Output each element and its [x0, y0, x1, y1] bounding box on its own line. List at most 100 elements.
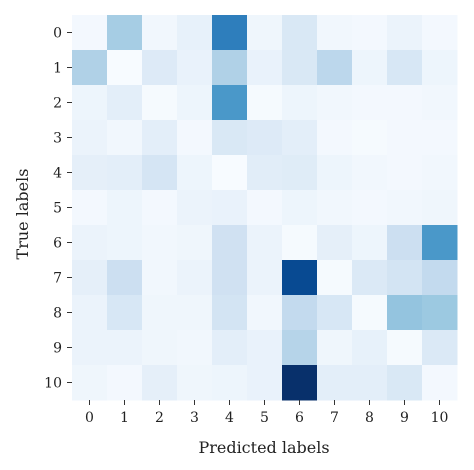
- heatmap-cell-r5-c1: [107, 190, 143, 226]
- heatmap-cell-r6-c1: [107, 225, 143, 261]
- heatmap-cell-r3-c7: [317, 120, 353, 156]
- heatmap-cell-r5-c6: [282, 190, 318, 226]
- heatmap-cell-r4-c9: [387, 155, 423, 191]
- heatmap-cell-r9-c3: [177, 330, 213, 366]
- heatmap-cell-r8-c7: [317, 295, 353, 331]
- y-tick-label: 7: [53, 271, 62, 287]
- heatmap-cell-r1-c2: [142, 50, 178, 86]
- heatmap-cell-r3-c6: [282, 120, 318, 156]
- x-tick-label: 10: [431, 410, 449, 426]
- y-tick-label: 6: [53, 236, 62, 252]
- heatmap-cell-r1-c9: [387, 50, 423, 86]
- y-tick-label: 10: [44, 376, 62, 392]
- heatmap-cell-r5-c8: [352, 190, 388, 226]
- heatmap-cell-r8-c3: [177, 295, 213, 331]
- x-tick-label: 7: [330, 410, 339, 426]
- heatmap-cell-r3-c4: [212, 120, 248, 156]
- heatmap-cell-r0-c7: [317, 15, 353, 51]
- heatmap-cell-r10-c8: [352, 365, 388, 401]
- heatmap-cell-r2-c1: [107, 85, 143, 121]
- heatmap-cell-r2-c0: [72, 85, 108, 121]
- heatmap-cell-r2-c7: [317, 85, 353, 121]
- heatmap-cell-r6-c6: [282, 225, 318, 261]
- heatmap-cell-r8-c4: [212, 295, 248, 331]
- y-tick-labels: 0 1 2 3 4 5 6 7 8 9 10: [44, 26, 72, 392]
- heatmap-cell-r5-c3: [177, 190, 213, 226]
- heatmap-cell-r1-c0: [72, 50, 108, 86]
- heatmap-cell-r10-c0: [72, 365, 108, 401]
- x-tick-label: 8: [365, 410, 374, 426]
- heatmap-cell-r7-c5: [247, 260, 283, 296]
- heatmap-cell-r0-c9: [387, 15, 423, 51]
- heatmap-cell-r7-c9: [387, 260, 423, 296]
- heatmap-cell-r3-c9: [387, 120, 423, 156]
- heatmap-cell-r4-c5: [247, 155, 283, 191]
- heatmap-cell-r4-c0: [72, 155, 108, 191]
- heatmap-cell-r4-c3: [177, 155, 213, 191]
- y-tick-label: 2: [53, 96, 62, 112]
- x-tick-label: 9: [400, 410, 409, 426]
- heatmap-cell-r2-c10: [422, 85, 458, 121]
- heatmap-cell-r7-c1: [107, 260, 143, 296]
- heatmap-cell-r0-c3: [177, 15, 213, 51]
- heatmap-cell-r6-c3: [177, 225, 213, 261]
- heatmap-cell-r0-c5: [247, 15, 283, 51]
- x-tick-label: 5: [260, 410, 269, 426]
- heatmap-cell-r9-c4: [212, 330, 248, 366]
- heatmap-cell-r9-c10: [422, 330, 458, 366]
- x-tick-label: 2: [155, 410, 164, 426]
- y-tick-label: 3: [53, 131, 62, 147]
- heatmap-cell-r10-c5: [247, 365, 283, 401]
- heatmap-cell-r1-c3: [177, 50, 213, 86]
- heatmap-cell-r7-c6: [282, 260, 318, 296]
- heatmap-cell-r9-c9: [387, 330, 423, 366]
- y-axis-label: True labels: [13, 169, 32, 260]
- heatmap-cell-r10-c1: [107, 365, 143, 401]
- x-tick-label: 4: [225, 410, 234, 426]
- heatmap-cell-r0-c0: [72, 15, 108, 51]
- heatmap-cell-r7-c4: [212, 260, 248, 296]
- heatmap-cell-r4-c7: [317, 155, 353, 191]
- heatmap-cell-r0-c6: [282, 15, 318, 51]
- heatmap-cell-r3-c0: [72, 120, 108, 156]
- heatmap-cell-r1-c6: [282, 50, 318, 86]
- heatmap-cell-r5-c5: [247, 190, 283, 226]
- heatmap-cell-r1-c4: [212, 50, 248, 86]
- heatmap-cell-r8-c0: [72, 295, 108, 331]
- heatmap-cell-r6-c2: [142, 225, 178, 261]
- heatmap-cell-r8-c6: [282, 295, 318, 331]
- heatmap-cell-r8-c9: [387, 295, 423, 331]
- heatmap-cell-r8-c8: [352, 295, 388, 331]
- heatmap-cell-r0-c2: [142, 15, 178, 51]
- heatmap-cell-r10-c6: [282, 365, 318, 401]
- heatmap-cell-r6-c5: [247, 225, 283, 261]
- heatmap-cell-r0-c1: [107, 15, 143, 51]
- heatmap-cell-r2-c5: [247, 85, 283, 121]
- heatmap-cell-r2-c6: [282, 85, 318, 121]
- heatmap-cell-r7-c3: [177, 260, 213, 296]
- heatmap-cell-r9-c8: [352, 330, 388, 366]
- heatmap-cell-r6-c8: [352, 225, 388, 261]
- heatmap-cell-r3-c1: [107, 120, 143, 156]
- x-axis-label: Predicted labels: [198, 438, 329, 457]
- heatmap-cell-r5-c4: [212, 190, 248, 226]
- heatmap-cell-r7-c0: [72, 260, 108, 296]
- heatmap-cell-r1-c5: [247, 50, 283, 86]
- heatmap-cell-r10-c3: [177, 365, 213, 401]
- heatmap-cell-r6-c7: [317, 225, 353, 261]
- heatmap-cell-r0-c8: [352, 15, 388, 51]
- heatmap-cell-r10-c4: [212, 365, 248, 401]
- y-tick-label: 8: [53, 306, 62, 322]
- y-tick-label: 4: [53, 166, 62, 182]
- x-tick-labels: 0 1 2 3 4 5 6 7 8 9 10: [85, 400, 448, 426]
- heatmap-cell-r9-c7: [317, 330, 353, 366]
- y-tick-label: 0: [53, 26, 62, 42]
- heatmap-cell-r9-c2: [142, 330, 178, 366]
- heatmap-cell-r8-c5: [247, 295, 283, 331]
- heatmap-cell-r8-c1: [107, 295, 143, 331]
- heatmap-cell-r6-c10: [422, 225, 458, 261]
- heatmap-cell-r6-c4: [212, 225, 248, 261]
- heatmap-cell-r5-c7: [317, 190, 353, 226]
- heatmap-cell-r7-c8: [352, 260, 388, 296]
